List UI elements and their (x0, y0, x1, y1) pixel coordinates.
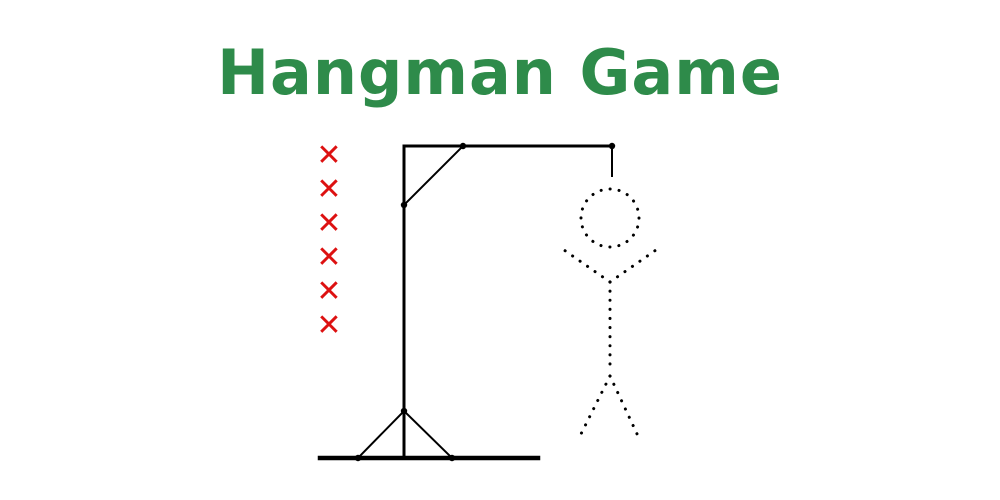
gallows-left-strut (356, 409, 406, 460)
gallows-icon (317, 144, 614, 461)
wrong-guess-marker: ✕ (316, 240, 342, 275)
wrong-guess-marker: ✕ (316, 172, 342, 207)
joint-dot (608, 142, 616, 150)
joint-dot (448, 454, 456, 462)
wrong-guess-marker: ✕ (316, 206, 342, 241)
wrong-guess-marker: ✕ (316, 138, 342, 173)
joint-dot (354, 454, 362, 462)
figure-left-leg (578, 374, 612, 438)
joint-dot (400, 201, 408, 209)
wrong-guess-marker: ✕ (316, 308, 342, 343)
joint-dot (459, 142, 467, 150)
joint-dot (400, 407, 408, 415)
figure-head (579, 187, 641, 249)
figure-left-arm (562, 248, 612, 284)
stick-figure-icon (562, 187, 658, 438)
gallows-right-strut (402, 409, 454, 460)
wrong-guess-marker: ✕ (316, 274, 342, 309)
gallows-brace (402, 144, 465, 207)
page-title: Hangman Game (217, 36, 783, 109)
figure-right-leg (608, 374, 640, 438)
figure-right-arm (608, 248, 658, 284)
wrong-guess-markers: ✕ ✕ ✕ ✕ ✕ ✕ (314, 139, 346, 343)
gallows-joints (354, 142, 616, 462)
